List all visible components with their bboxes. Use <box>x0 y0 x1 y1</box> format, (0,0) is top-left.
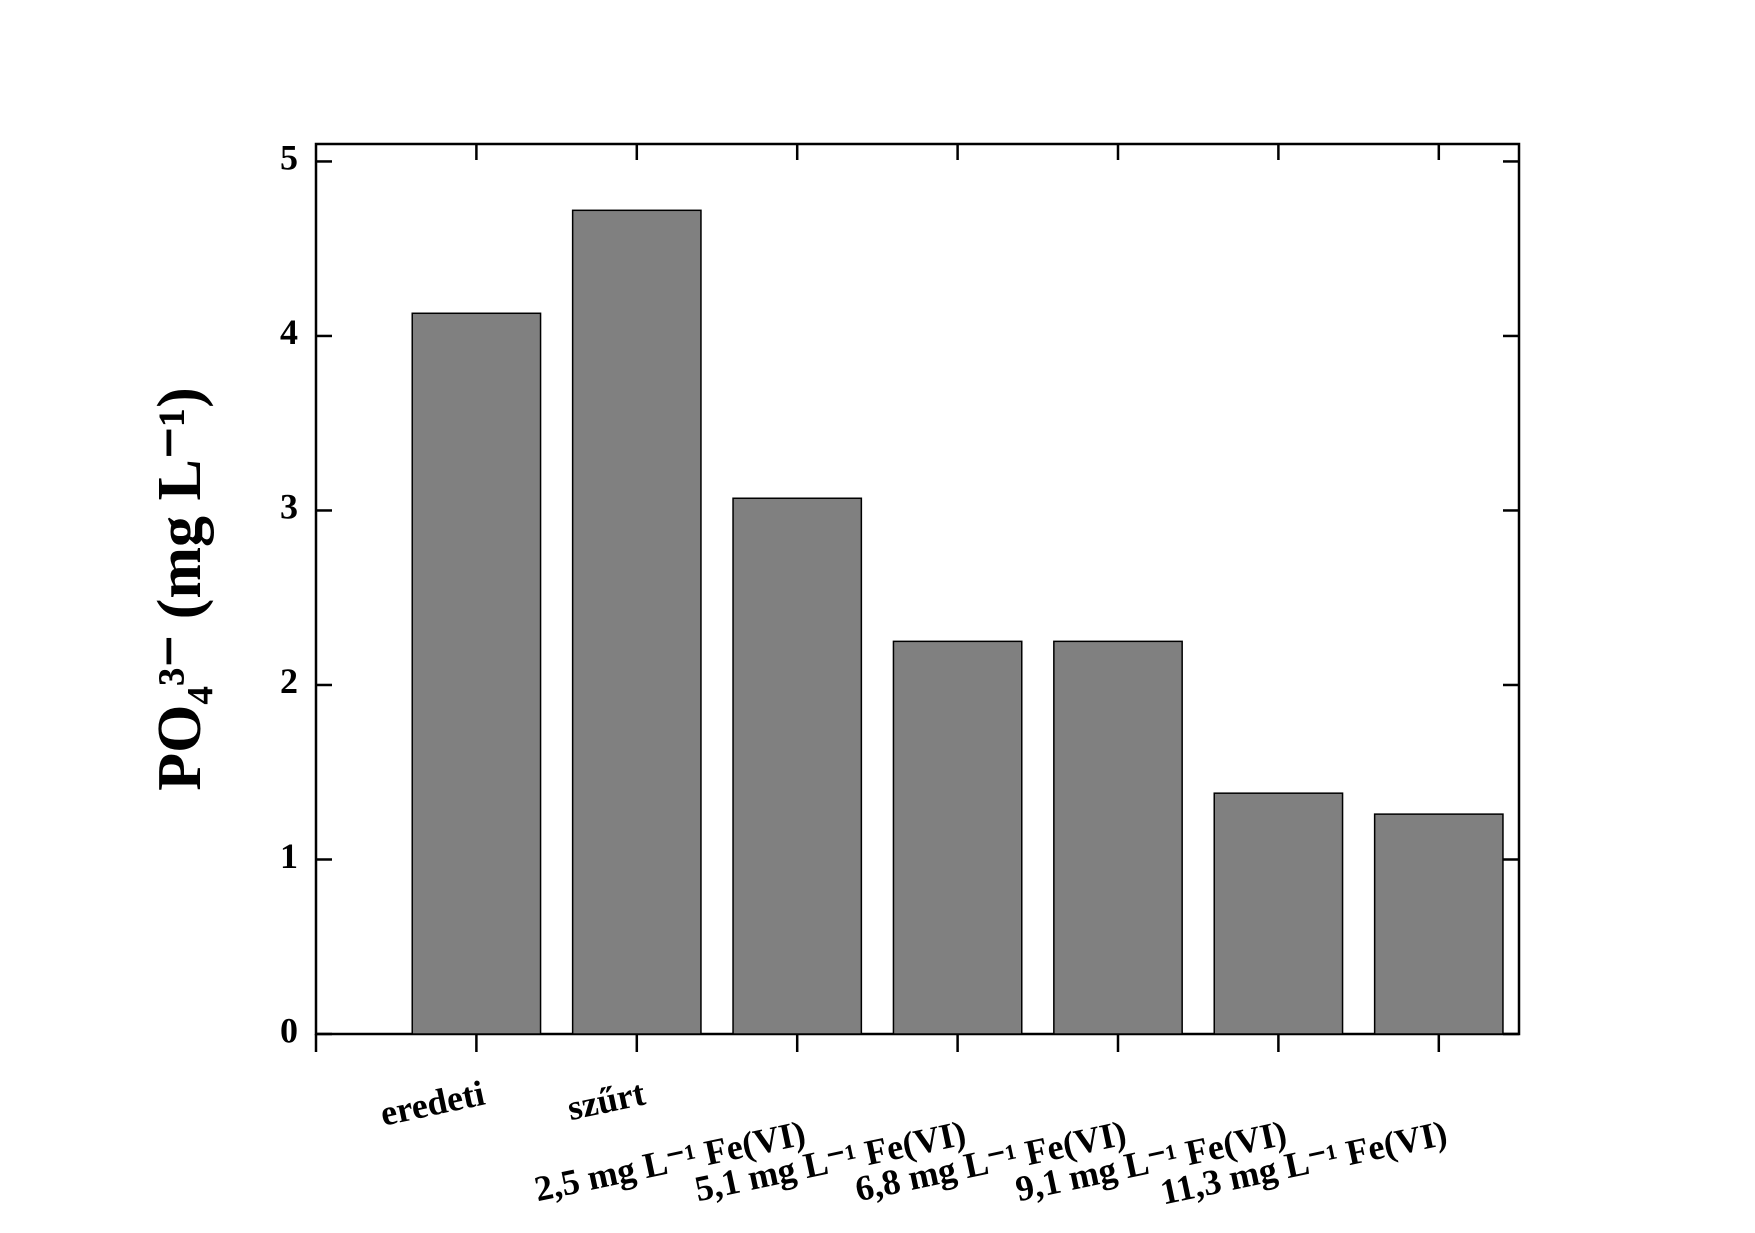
y-tick-label: 1 <box>280 836 298 876</box>
bar <box>892 640 1023 1035</box>
x-tick-label: eredeti <box>377 1073 488 1134</box>
bar <box>571 209 702 1035</box>
y-tick-label: 4 <box>280 312 298 352</box>
bar <box>1213 792 1344 1035</box>
y-tick-label: 2 <box>280 661 298 701</box>
bar <box>411 312 542 1035</box>
y-axis-label: PO₄³⁻ (mg L⁻¹) <box>146 387 214 791</box>
y-tick-label: 0 <box>280 1010 298 1050</box>
x-tick-label: szűrt <box>564 1073 649 1128</box>
bar <box>1373 813 1504 1035</box>
y-tick-label: 5 <box>280 138 298 178</box>
bar <box>732 497 863 1035</box>
y-tick-label: 3 <box>280 487 298 527</box>
bar <box>1053 640 1183 1035</box>
